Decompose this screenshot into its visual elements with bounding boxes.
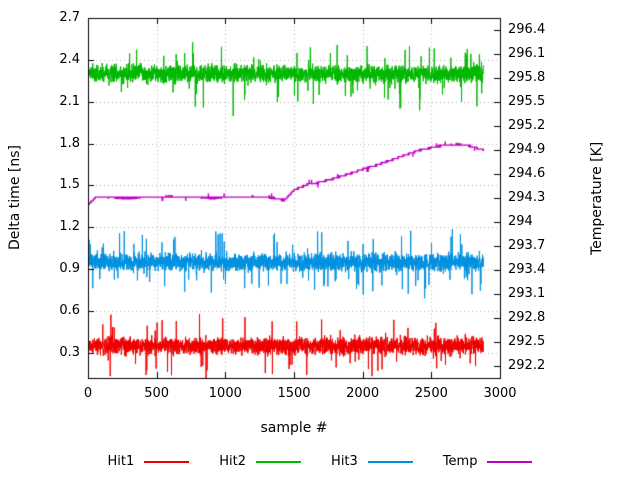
- y-right-tick-label: 296.1: [508, 46, 546, 61]
- legend-line-sample: [256, 460, 302, 463]
- y-left-tick-label: 0.3: [59, 344, 80, 360]
- y-right-tick-label: 295.2: [508, 118, 546, 133]
- legend-item-hit1: Hit1: [108, 454, 190, 469]
- y-left-tick-label: 2.7: [59, 10, 80, 25]
- legend-label: Temp: [442, 454, 478, 469]
- y-left-tick-label: 1.5: [59, 177, 80, 193]
- legend-line-sample: [367, 460, 413, 463]
- x-tick-label: 2000: [346, 386, 380, 401]
- y-right-tick-label: 294.3: [508, 190, 546, 205]
- y-right-tick-label: 294.6: [508, 166, 546, 181]
- y-right-tick-label: 293.4: [508, 262, 546, 277]
- y-left-tick-label: 2.1: [59, 93, 80, 109]
- legend-line-sample: [487, 460, 533, 463]
- y-right-tick-label: 292.2: [508, 358, 546, 373]
- legend-item-hit2: Hit2: [219, 454, 302, 469]
- left-axis-title: Delta time [ns]: [7, 145, 23, 251]
- y-right-tick-label: 296.4: [508, 22, 546, 37]
- x-axis-title: sample #: [260, 420, 328, 436]
- y-right-tick-label: 294: [508, 214, 533, 229]
- y-right-tick-label: 295.5: [508, 94, 546, 109]
- x-tick-label: 1000: [208, 386, 242, 401]
- x-tick-label: 2500: [414, 386, 448, 401]
- y-right-tick-label: 292.8: [508, 310, 546, 325]
- y-left-tick-label: 0.9: [59, 261, 80, 277]
- y-right-tick-label: 293.7: [508, 238, 546, 253]
- x-tick-label: 1500: [277, 386, 311, 401]
- legend-label: Hit2: [219, 454, 247, 469]
- y-left-tick-label: 1.2: [59, 219, 80, 235]
- y-right-tick-label: 295.8: [508, 70, 546, 85]
- right-axis-title: Temperature [K]: [589, 141, 605, 255]
- legend-item-hit3: Hit3: [331, 454, 413, 469]
- y-right-tick-label: 294.9: [508, 142, 546, 157]
- x-tick-label: 500: [144, 386, 170, 401]
- y-right-tick-label: 292.5: [508, 334, 546, 349]
- y-right-tick-label: 293.1: [508, 286, 546, 301]
- legend-label: Hit3: [331, 454, 358, 469]
- y-left-tick-label: 2.4: [59, 51, 80, 67]
- y-left-tick-label: 0.6: [59, 303, 80, 319]
- legend: Hit1 Hit2 Hit3 Temp: [20, 454, 620, 469]
- y-left-tick-label: 1.8: [59, 135, 80, 151]
- x-tick-label: 0: [83, 386, 93, 401]
- legend-item-temp: Temp: [443, 454, 533, 469]
- legend-line-sample: [144, 460, 190, 463]
- legend-label: Hit1: [107, 454, 135, 469]
- x-tick-label: 3000: [483, 386, 517, 401]
